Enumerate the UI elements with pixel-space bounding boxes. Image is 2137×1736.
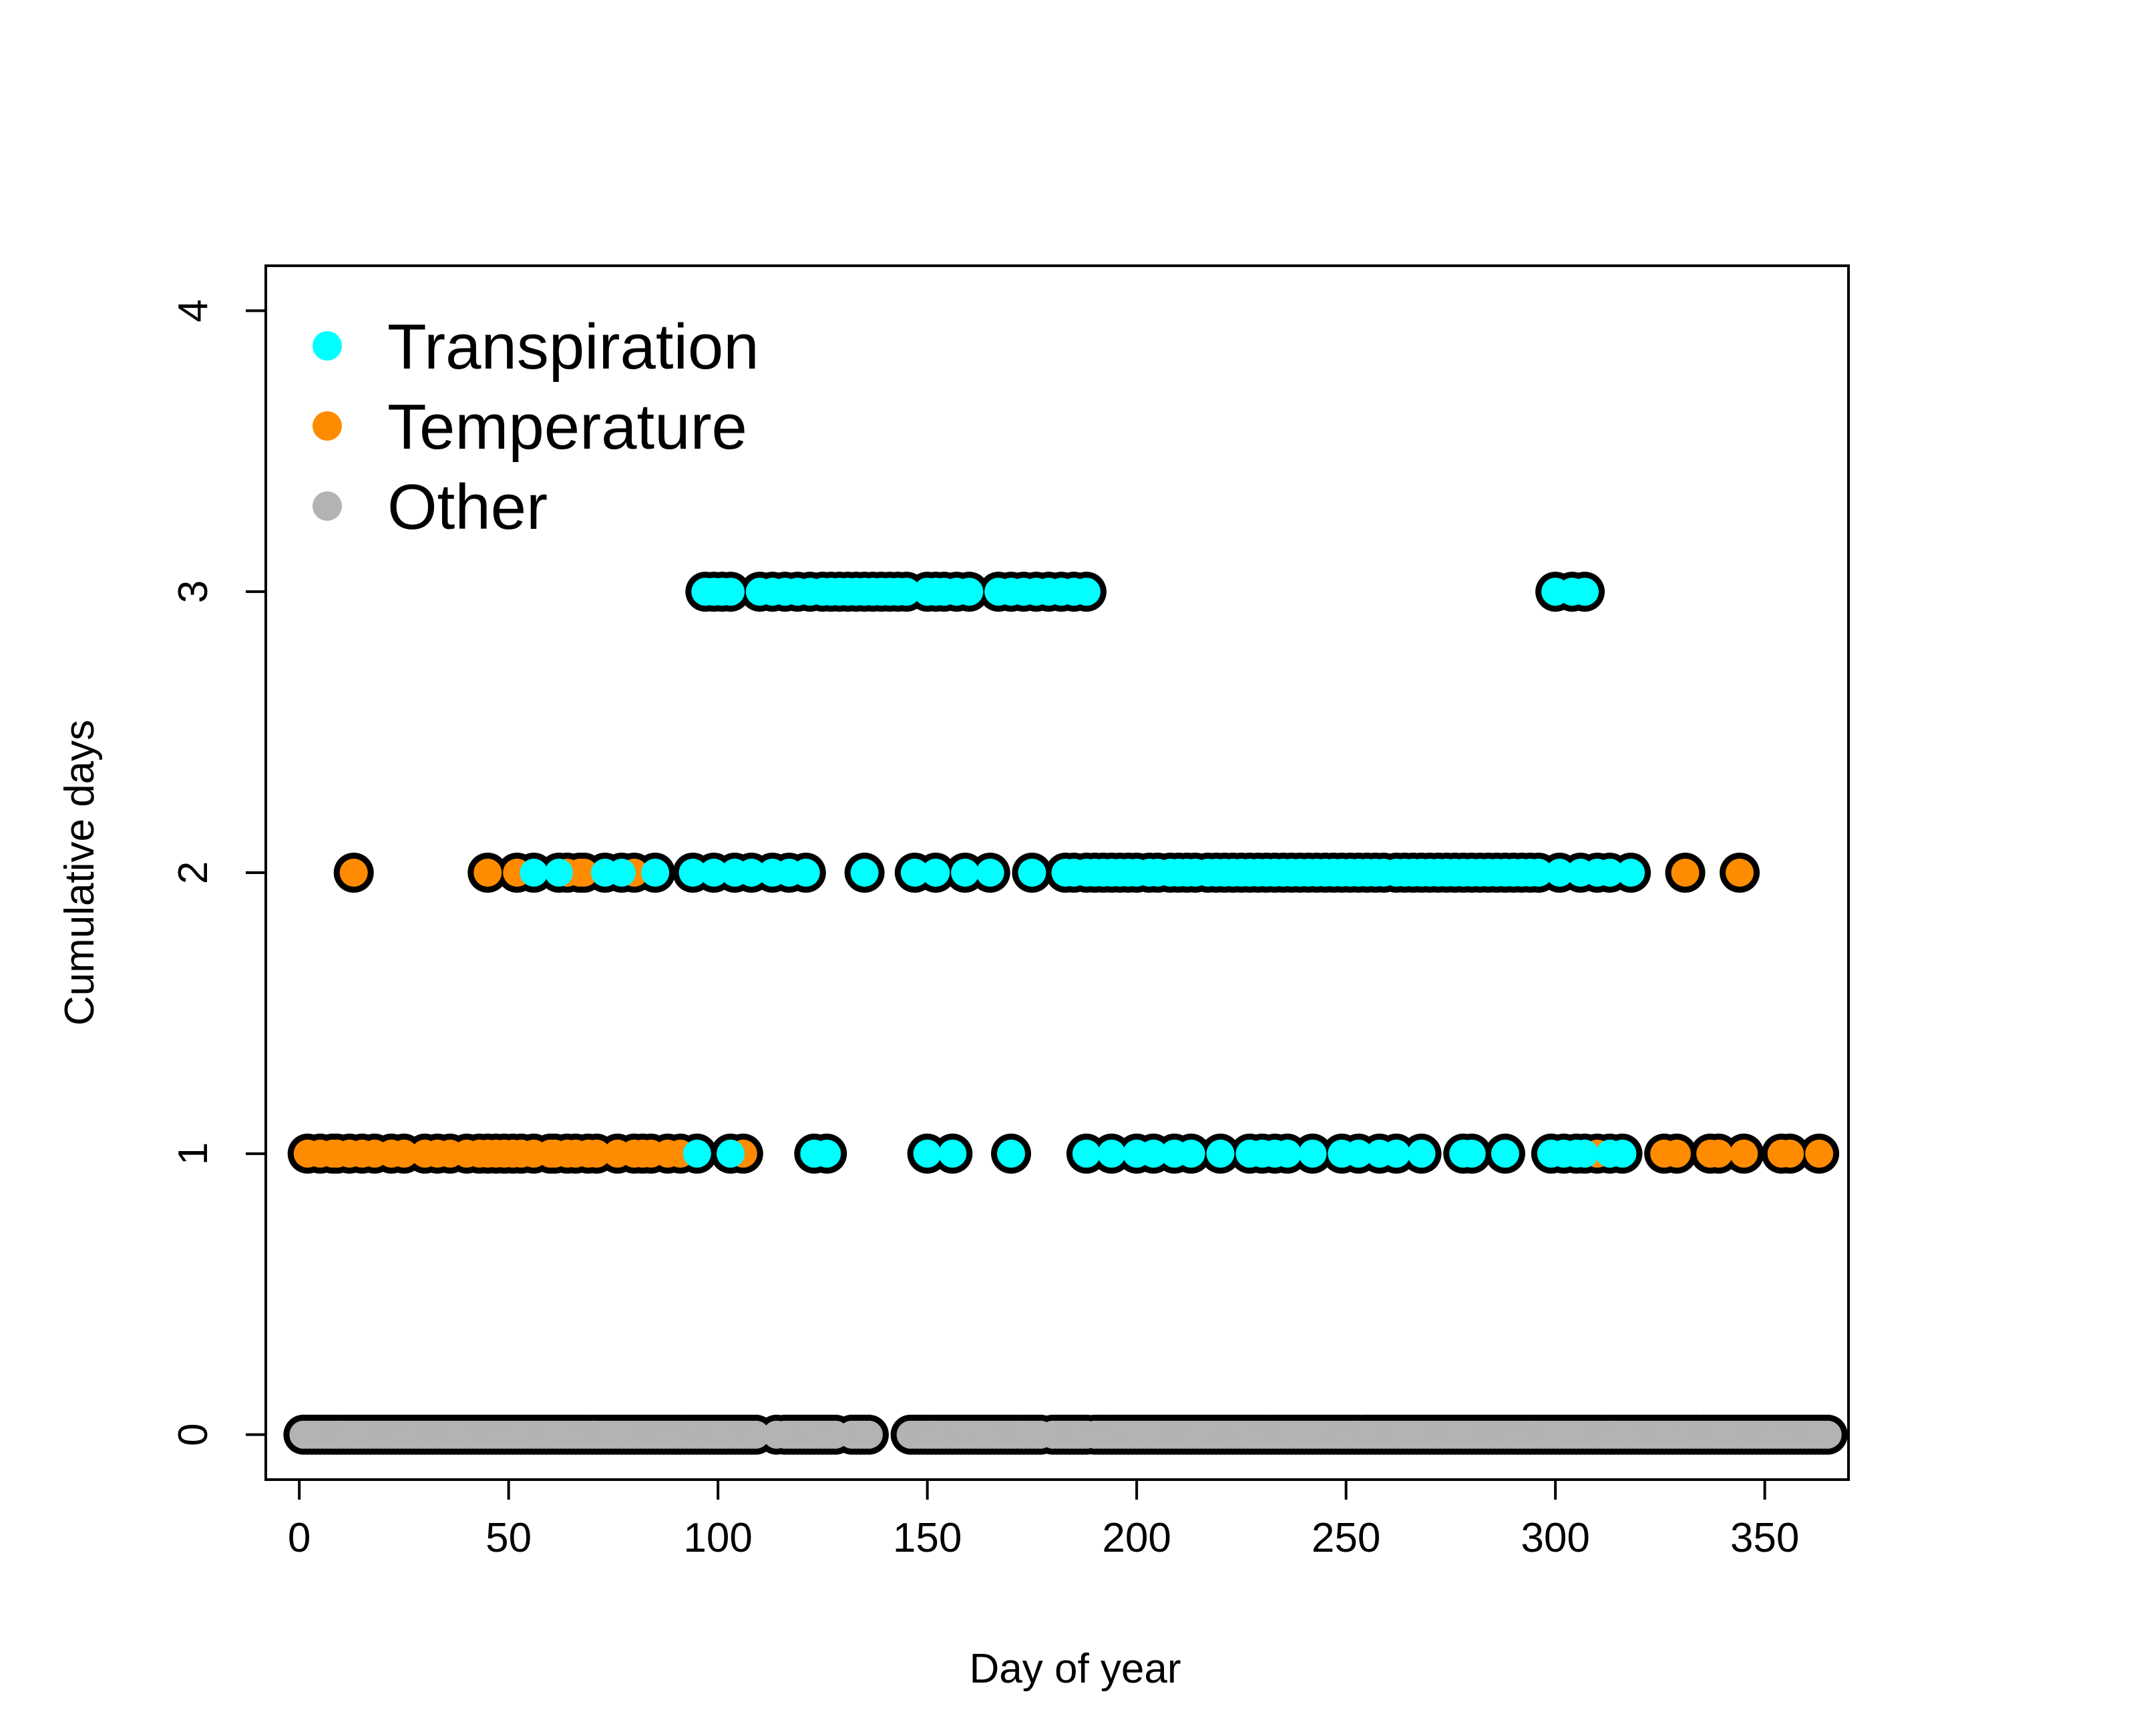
point-temperature: [1776, 1139, 1804, 1168]
y-tick-label: 0: [170, 1423, 216, 1446]
point-transpiration: [913, 1139, 942, 1168]
point-transpiration: [1608, 1139, 1637, 1168]
point-transpiration: [1139, 1139, 1168, 1168]
point-outlines: [283, 572, 1848, 1455]
point-transpiration: [607, 859, 636, 887]
x-tick-label: 100: [683, 1515, 752, 1561]
legend-marker-other: [313, 491, 342, 521]
y-tick-label: 2: [170, 861, 216, 884]
point-transpiration: [699, 859, 728, 887]
point-transpiration: [678, 859, 707, 887]
x-tick-label: 150: [893, 1515, 962, 1561]
point-transpiration: [955, 578, 984, 606]
point-transpiration: [938, 1139, 967, 1168]
legend-label-other: Other: [387, 471, 548, 543]
point-transpiration: [791, 859, 820, 887]
legend: Transpiration Temperature Other: [313, 311, 759, 543]
point-transpiration: [683, 1139, 711, 1168]
point-temperature: [582, 1139, 611, 1168]
legend-marker-temperature: [313, 411, 342, 441]
y-axis-label: Cumulative days: [57, 720, 103, 1026]
point-transpiration: [1491, 1139, 1519, 1168]
point-transpiration: [1571, 1139, 1599, 1168]
point-transpiration: [1571, 578, 1599, 606]
point-transpiration: [1595, 859, 1624, 887]
point-temperature: [339, 859, 368, 887]
point-transpiration: [1097, 1139, 1126, 1168]
point-transpiration: [922, 859, 950, 887]
legend-label-temperature: Temperature: [387, 391, 747, 463]
point-transpiration: [900, 859, 929, 887]
legend-label-transpiration: Transpiration: [387, 311, 759, 383]
point-transpiration: [1206, 1139, 1235, 1168]
point-temperature: [1662, 1139, 1691, 1168]
point-temperature: [1730, 1139, 1758, 1168]
x-tick-label: 250: [1312, 1515, 1380, 1561]
point-transpiration: [717, 578, 745, 606]
point-temperature: [1805, 1139, 1834, 1168]
x-tick-label: 0: [288, 1515, 311, 1561]
point-other: [741, 1420, 770, 1449]
point-transpiration: [737, 859, 766, 887]
point-temperature: [389, 1139, 418, 1168]
point-transpiration: [813, 1139, 841, 1168]
y-tick-label: 3: [170, 580, 216, 603]
point-transpiration: [1298, 1139, 1327, 1168]
point-temperature: [473, 859, 502, 887]
point-transpiration: [892, 578, 921, 606]
point-transpiration: [976, 859, 1004, 887]
point-transpiration: [1457, 1139, 1486, 1168]
point-temperature: [1726, 859, 1754, 887]
point-temperature: [1704, 1139, 1733, 1168]
point-transpiration: [1545, 859, 1574, 887]
point-transpiration: [1344, 1139, 1373, 1168]
point-transpiration: [520, 859, 548, 887]
point-transpiration: [1407, 1139, 1436, 1168]
point-transpiration: [850, 859, 879, 887]
point-transpiration: [997, 1139, 1025, 1168]
point-transpiration: [1018, 859, 1046, 887]
points-layer: [283, 572, 1848, 1455]
point-transpiration: [1525, 859, 1553, 887]
point-transpiration: [1177, 1139, 1205, 1168]
x-tick-label: 50: [485, 1515, 532, 1561]
point-temperature: [1671, 859, 1700, 887]
y-tick-label: 1: [170, 1142, 216, 1165]
legend-marker-transpiration: [313, 331, 342, 361]
point-transpiration: [641, 859, 670, 887]
point-fills: [289, 578, 1842, 1449]
point-transpiration: [1382, 1139, 1410, 1168]
x-axis-label: Day of year: [969, 1646, 1181, 1692]
point-transpiration: [1617, 859, 1645, 887]
y-axis: 0 1 2 3 4: [170, 299, 267, 1446]
point-transpiration: [1072, 1139, 1101, 1168]
x-tick-label: 350: [1730, 1515, 1799, 1561]
point-transpiration: [544, 859, 573, 887]
x-tick-label: 200: [1102, 1515, 1171, 1561]
point-transpiration: [1273, 1139, 1302, 1168]
point-transpiration: [717, 1139, 745, 1168]
point-temperature: [570, 859, 598, 887]
point-transpiration: [951, 859, 980, 887]
point-other: [854, 1420, 883, 1449]
point-transpiration: [1072, 578, 1101, 606]
x-tick-label: 300: [1521, 1515, 1589, 1561]
x-axis: 0 50 100 150 200 250 300 350: [288, 1478, 1799, 1561]
point-other: [1813, 1420, 1842, 1449]
y-tick-label: 4: [170, 299, 216, 322]
